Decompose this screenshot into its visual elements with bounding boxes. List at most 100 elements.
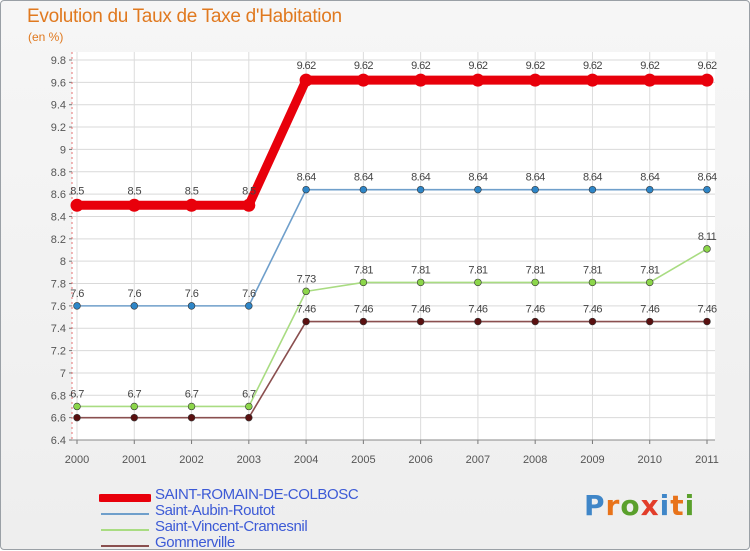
data-label: 8.64 bbox=[640, 172, 659, 184]
axes: 6.4 6.6 6.8 7 7.2 7.4 7.6 7.8 8 8.2 8.4 8.6 8.8 9 9.2 9… bbox=[51, 52, 719, 466]
data-label: 9.62 bbox=[354, 60, 373, 72]
data-label: 8.5 bbox=[185, 185, 199, 197]
data-label: 7.6 bbox=[242, 288, 256, 300]
y-tick-label: 9.6 bbox=[51, 77, 66, 89]
x-tick-label: 2009 bbox=[580, 454, 604, 466]
data-point bbox=[130, 302, 138, 310]
data-point bbox=[302, 317, 310, 326]
data-label: 7.81 bbox=[526, 264, 545, 276]
x-tick-label: 2007 bbox=[466, 454, 490, 466]
data-point bbox=[245, 402, 253, 411]
data-point bbox=[416, 185, 425, 194]
data-label: 7.46 bbox=[640, 304, 659, 316]
data-label: 8.11 bbox=[698, 231, 717, 243]
data-label: 7.81 bbox=[354, 264, 373, 276]
y-tick-label: 8.4 bbox=[51, 211, 66, 223]
y-tick-label: 9 bbox=[60, 144, 66, 156]
y-tick-label: 7.8 bbox=[51, 279, 66, 291]
data-label: 9.62 bbox=[411, 60, 430, 72]
y-tick-label: 6.8 bbox=[51, 390, 66, 402]
data-label: 7.46 bbox=[583, 304, 602, 316]
data-label: 7.46 bbox=[297, 304, 316, 316]
data-label: 7.46 bbox=[697, 304, 716, 316]
data-label: 7.73 bbox=[297, 273, 316, 285]
data-label: 9.62 bbox=[583, 60, 602, 72]
series-line bbox=[76, 320, 708, 419]
data-label: 7.6 bbox=[128, 288, 142, 300]
data-point bbox=[703, 185, 711, 194]
data-point bbox=[70, 198, 84, 212]
series-line bbox=[76, 248, 708, 408]
chart-title: Evolution du Taux de Taxe d'Habitation bbox=[27, 6, 342, 27]
x-tick-label: 2003 bbox=[237, 454, 261, 466]
y-tick-label: 8.2 bbox=[51, 234, 66, 246]
data-point bbox=[359, 278, 368, 287]
x-tick-label: 2005 bbox=[351, 454, 375, 466]
legend-label: Gommerville bbox=[155, 534, 235, 551]
y-tick-label: 8.8 bbox=[51, 167, 66, 179]
x-tick-label: 2002 bbox=[179, 454, 203, 466]
y-tick-label: 8.6 bbox=[51, 189, 66, 201]
data-label: 8.64 bbox=[468, 172, 487, 184]
data-label: 6.7 bbox=[70, 388, 84, 400]
data-label: 9.62 bbox=[297, 60, 316, 72]
data-label: 7.46 bbox=[411, 304, 430, 316]
data-point bbox=[359, 185, 368, 194]
data-point bbox=[302, 287, 310, 296]
data-point bbox=[359, 317, 368, 326]
data-point bbox=[474, 278, 482, 287]
y-tick-label: 9.4 bbox=[51, 100, 66, 112]
x-tick-label: 2000 bbox=[65, 454, 89, 466]
data-point bbox=[588, 185, 597, 194]
data-point bbox=[703, 317, 711, 326]
data-point bbox=[474, 185, 482, 194]
data-labels: 7.46 7.46 7.46 7.46 7.46 7.46 7.46 7.46 6.7 6.7 6.… bbox=[70, 60, 717, 400]
series-line bbox=[72, 75, 712, 210]
data-point bbox=[242, 198, 256, 212]
x-tick-label: 2001 bbox=[122, 454, 146, 466]
y-tick-label: 8 bbox=[60, 256, 66, 268]
x-tick-label: 2004 bbox=[294, 454, 318, 466]
data-label: 8.5 bbox=[70, 185, 84, 197]
data-label: 6.7 bbox=[185, 388, 199, 400]
data-label: 8.64 bbox=[697, 172, 716, 184]
data-label: 8.64 bbox=[583, 172, 602, 184]
data-point bbox=[588, 278, 597, 287]
data-point bbox=[643, 73, 657, 87]
data-point bbox=[646, 317, 654, 326]
legend-swatch bbox=[101, 529, 149, 531]
data-point bbox=[416, 317, 425, 326]
series-line bbox=[76, 188, 708, 307]
logo-letter: r bbox=[605, 489, 621, 522]
data-label: 6.7 bbox=[242, 388, 256, 400]
x-tick-label: 2010 bbox=[637, 454, 661, 466]
data-point bbox=[73, 402, 81, 411]
data-label: 8.64 bbox=[297, 172, 316, 184]
data-label: 7.46 bbox=[468, 304, 487, 316]
data-label: 7.81 bbox=[583, 264, 602, 276]
y-tick-label: 9.8 bbox=[51, 55, 66, 67]
data-label: 8.64 bbox=[411, 172, 430, 184]
data-point bbox=[531, 317, 539, 326]
y-tick-label: 7.4 bbox=[51, 323, 66, 335]
y-tick-label: 7.6 bbox=[51, 301, 66, 313]
logo-letter: t bbox=[670, 489, 685, 522]
data-label: 7.81 bbox=[640, 264, 659, 276]
data-point bbox=[646, 185, 654, 194]
logo-letter: i bbox=[659, 489, 671, 522]
data-point bbox=[356, 73, 370, 87]
data-point bbox=[187, 413, 196, 422]
legend-label: Saint-Vincent-Cramesnil bbox=[155, 518, 308, 535]
legend-swatch bbox=[101, 513, 149, 515]
logo-letter: i bbox=[684, 489, 696, 522]
data-point bbox=[299, 73, 313, 87]
data-point bbox=[474, 317, 482, 326]
data-point bbox=[646, 278, 654, 287]
x-tick-label: 2006 bbox=[408, 454, 432, 466]
grid bbox=[72, 52, 715, 441]
data-point bbox=[588, 317, 597, 326]
data-point bbox=[185, 198, 199, 212]
data-label: 7.81 bbox=[468, 264, 487, 276]
data-label: 7.46 bbox=[526, 304, 545, 316]
